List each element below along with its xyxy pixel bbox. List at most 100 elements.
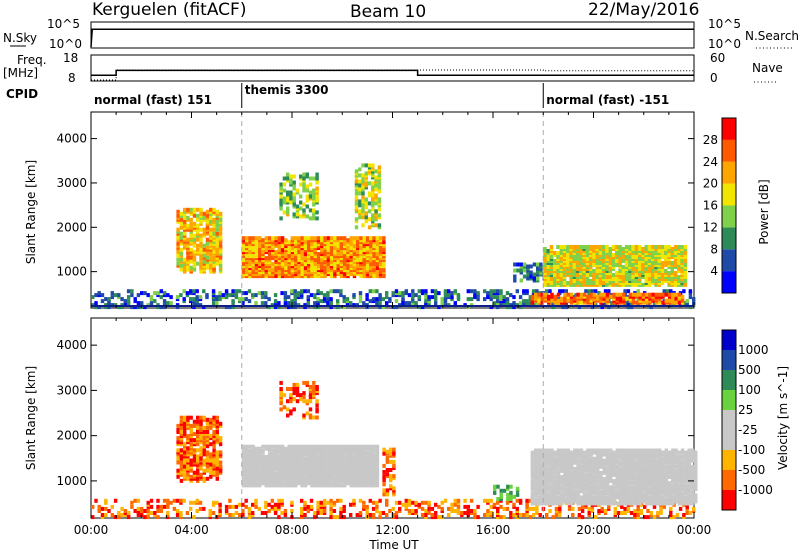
range-gate-cell [362, 236, 366, 241]
range-gate-cell [654, 275, 658, 279]
range-gate-cell [554, 509, 559, 513]
range-gate-cell [215, 440, 219, 445]
range-gate-cell [211, 289, 216, 294]
range-gate-cell [153, 291, 157, 296]
range-gate-cell [358, 295, 363, 300]
range-gate-cell [367, 217, 372, 222]
range-gate-cell [189, 217, 193, 222]
range-gate-cell [302, 172, 306, 177]
range-gate-cell [107, 297, 111, 302]
range-gate-cell [628, 292, 633, 297]
range-gate-cell [624, 255, 629, 259]
range-gate-cell [130, 504, 134, 509]
range-gate-cell [329, 444, 334, 449]
range-gate-cell [332, 509, 337, 513]
range-gate-cell [358, 183, 362, 188]
range-gate-cell [189, 289, 193, 294]
range-gate-cell [329, 465, 334, 470]
range-gate-cell [534, 483, 538, 488]
range-gate-cell [385, 498, 389, 503]
range-gate-cell [205, 425, 210, 430]
range-gate-cell [692, 297, 696, 302]
range-gate-cell [382, 240, 386, 245]
range-gate-cell [342, 299, 346, 304]
range-gate-cell [300, 459, 304, 463]
range-gate-cell [297, 454, 301, 459]
range-gate-cell [323, 236, 327, 241]
range-gate-cell [292, 192, 296, 197]
range-gate-cell [358, 511, 363, 515]
range-gate-cell [104, 506, 108, 511]
range-gate-cell [336, 444, 340, 449]
range-gate-cell [316, 448, 321, 453]
range-gate-cell [313, 293, 317, 298]
range-gate-cell [189, 442, 193, 447]
range-gate-cell [192, 448, 197, 453]
range-gate-cell [238, 289, 242, 294]
range-gate-cell [369, 471, 373, 476]
cpid-segment-label: normal (fast) -151 [546, 93, 669, 107]
range-gate-cell [287, 295, 291, 300]
range-gate-cell [312, 208, 316, 213]
range-gate-cell [598, 269, 603, 273]
range-gate-cell [378, 301, 382, 306]
range-gate-cell [549, 245, 554, 249]
range-gate-cell [371, 513, 376, 517]
range-gate-cell [100, 515, 105, 520]
range-gate-cell [572, 282, 576, 287]
range-gate-cell [310, 459, 314, 463]
range-gate-cell [346, 448, 350, 453]
range-gate-cell [189, 253, 193, 258]
range-gate-cell [315, 399, 319, 404]
range-gate-cell [162, 504, 167, 509]
range-gate-cell [365, 511, 369, 515]
range-gate-cell [556, 454, 561, 459]
range-gate-cell [584, 289, 588, 294]
range-gate-cell [261, 448, 265, 453]
range-gate-cell [218, 253, 223, 258]
range-gate-cell [313, 477, 317, 482]
range-gate-cell [537, 501, 541, 506]
range-gate-cell [674, 292, 678, 297]
range-gate-cell [372, 454, 376, 459]
range-gate-cell [245, 444, 249, 449]
range-gate-cell [215, 472, 219, 477]
range-gate-cell [486, 498, 490, 503]
range-gate-cell [339, 250, 344, 255]
range-gate-cell [540, 501, 544, 506]
range-gate-cell [215, 500, 219, 505]
range-gate-cell [534, 501, 538, 506]
range-gate-cell [104, 513, 108, 517]
range-gate-cell [302, 188, 306, 193]
range-gate-cell [595, 279, 599, 283]
range-gate-cell [169, 500, 173, 505]
range-gate-cell [199, 436, 203, 441]
range-gate-cell [280, 236, 285, 241]
range-gate-cell [692, 509, 696, 513]
range-gate-cell [300, 250, 304, 255]
range-gate-cell [199, 207, 203, 212]
range-gate-cell [575, 245, 580, 249]
range-gate-cell [540, 489, 544, 494]
range-gate-cell [309, 504, 314, 509]
range-gate-cell [307, 465, 311, 470]
range-gate-cell [192, 237, 197, 242]
range-gate-cell [120, 297, 124, 302]
range-gate-cell [622, 292, 626, 297]
range-gate-cell [91, 295, 95, 300]
range-gate-cell [295, 389, 300, 393]
range-gate-cell [186, 423, 190, 428]
range-gate-cell [677, 245, 681, 249]
range-gate-cell [286, 206, 290, 211]
range-gate-cell [540, 454, 544, 459]
range-gate-cell [362, 444, 366, 449]
range-gate-cell [283, 509, 288, 513]
range-gate-cell [228, 504, 232, 509]
range-gate-cell [633, 515, 637, 520]
range-gate-cell [377, 181, 382, 186]
range-gate-cell [299, 182, 303, 187]
range-gate-cell [136, 293, 141, 298]
range-gate-cell [537, 448, 541, 453]
range-gate-cell [450, 502, 454, 507]
range-gate-cell [162, 498, 167, 503]
